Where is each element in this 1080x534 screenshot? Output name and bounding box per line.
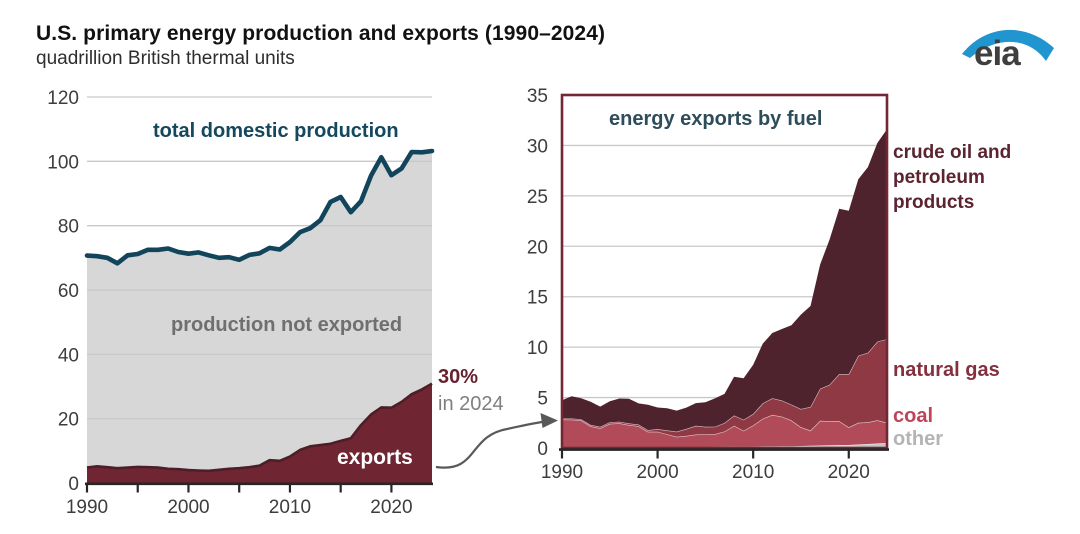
- callout-arrow-icon: [435, 413, 558, 469]
- svg-text:0: 0: [537, 439, 548, 460]
- exports-share-callout-year: in 2024: [438, 393, 504, 415]
- page-title: U.S. primary energy production and expor…: [36, 22, 606, 45]
- legend-other-label: other: [893, 428, 943, 450]
- svg-text:20: 20: [58, 410, 79, 431]
- legend-coal-label: coal: [893, 405, 934, 427]
- eia-logo-text: eia: [974, 34, 1021, 73]
- production-area: [87, 151, 432, 483]
- svg-text:60: 60: [58, 281, 79, 302]
- svg-text:2000: 2000: [636, 462, 678, 483]
- svg-text:35: 35: [527, 86, 548, 107]
- eia-logo: eia: [958, 18, 1062, 78]
- right-chart: 0 5 10 15 20 25 30 35 1990 2000 2010 2020: [527, 86, 889, 483]
- svg-text:1990: 1990: [541, 462, 583, 483]
- svg-text:80: 80: [58, 217, 79, 238]
- legend-natural-gas-label: natural gas: [893, 359, 1000, 381]
- svg-text:100: 100: [47, 152, 79, 173]
- right-chart-title: energy exports by fuel: [609, 108, 823, 130]
- svg-text:0: 0: [68, 474, 79, 495]
- exports-share-callout-value: 30%: [438, 366, 479, 388]
- svg-text:40: 40: [58, 345, 79, 366]
- svg-text:1990: 1990: [66, 497, 108, 518]
- svg-text:15: 15: [527, 288, 548, 309]
- svg-text:2020: 2020: [370, 497, 412, 518]
- svg-text:30: 30: [527, 136, 548, 157]
- svg-text:2010: 2010: [732, 462, 774, 483]
- band-coal: [562, 414, 887, 448]
- svg-text:120: 120: [47, 88, 79, 109]
- svg-text:10: 10: [527, 338, 548, 359]
- production-line: [84, 148, 435, 266]
- band-natural_gas: [562, 339, 887, 437]
- svg-text:25: 25: [527, 187, 548, 208]
- svg-text:20: 20: [527, 237, 548, 258]
- svg-text:5: 5: [537, 389, 548, 410]
- svg-text:2000: 2000: [167, 497, 209, 518]
- svg-text:2010: 2010: [269, 497, 311, 518]
- page-subtitle: quadrillion British thermal units: [36, 48, 295, 69]
- right-chart-border: [560, 93, 889, 450]
- svg-text:2020: 2020: [828, 462, 870, 483]
- band-crude: [562, 129, 887, 432]
- exports-label: exports: [337, 446, 413, 469]
- left-chart: 0 20 40 60 80 100 120 1990 2000 2010 2020: [47, 88, 435, 518]
- production-not-exported-label: production not exported: [171, 314, 403, 336]
- eia-swoosh-icon: [962, 29, 1054, 61]
- total-production-label: total domestic production: [153, 120, 399, 142]
- legend-crude-oil-label: crude oil and petroleum products: [893, 142, 1012, 213]
- exports-area: [87, 383, 432, 483]
